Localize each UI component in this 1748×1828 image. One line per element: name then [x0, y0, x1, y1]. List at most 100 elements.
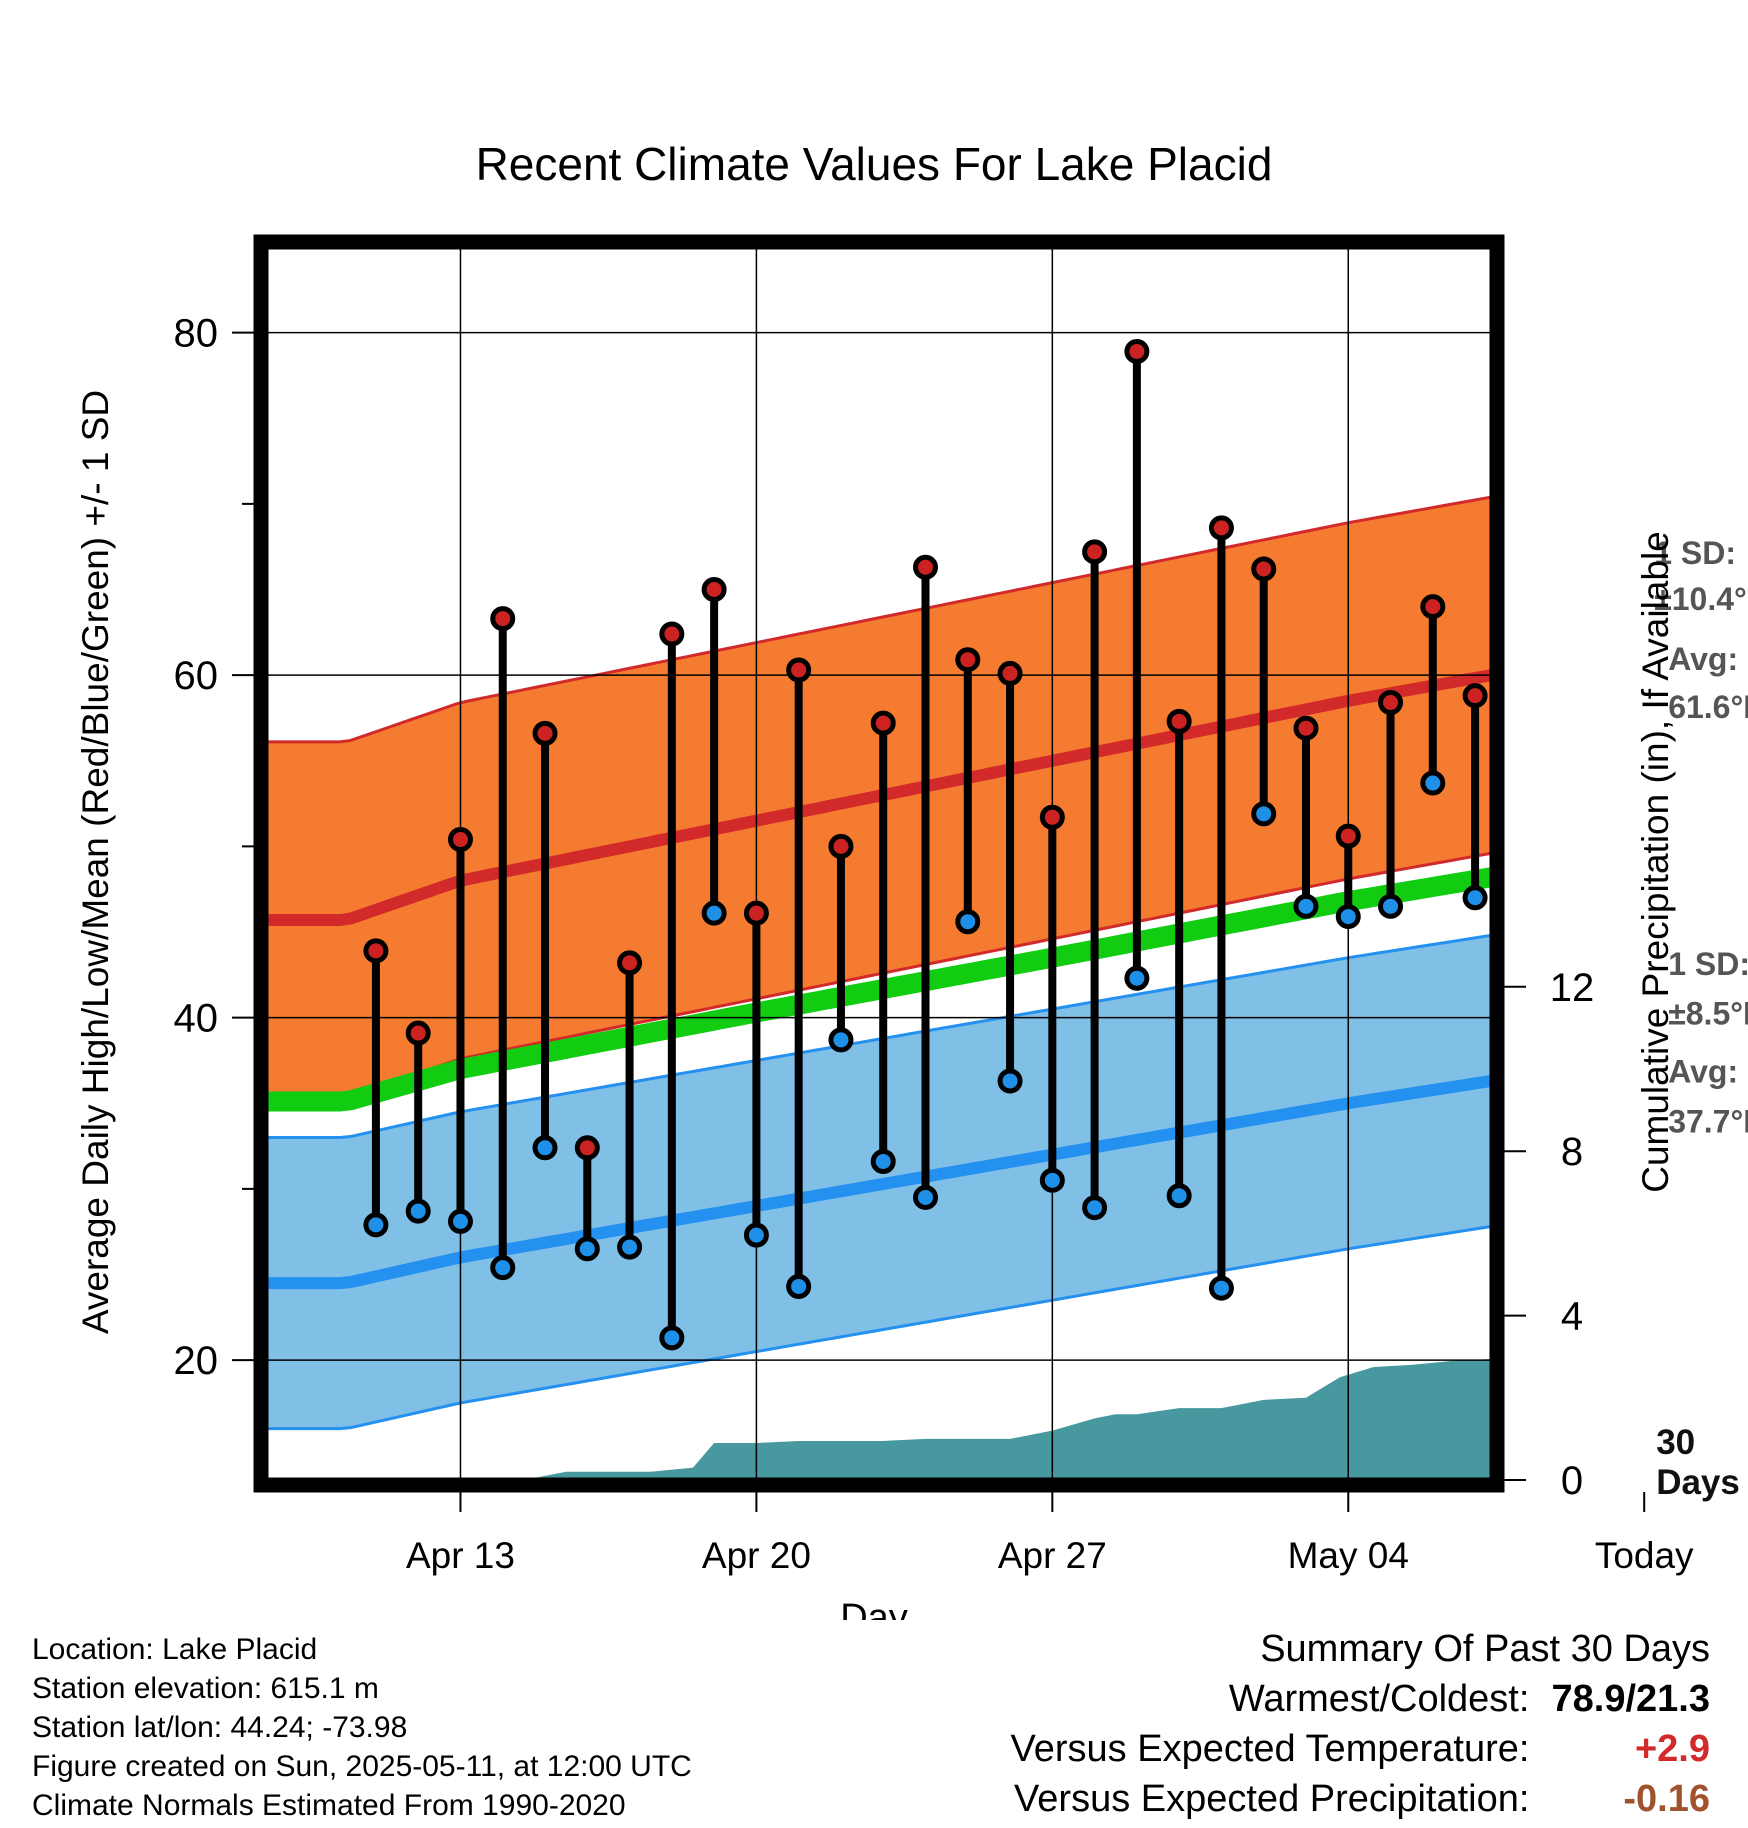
- daily-high-marker: [1462, 683, 1488, 709]
- daily-high-marker: [1378, 690, 1404, 716]
- y-tick-label: 20: [174, 1339, 219, 1383]
- daily-low-marker: [1507, 1032, 1527, 1052]
- location-text: Location: Lake Placid: [32, 1633, 318, 1666]
- daily-high-marker: [405, 1020, 431, 1046]
- daily-high-marker: [1039, 804, 1065, 830]
- daily-low-marker: [1462, 885, 1488, 911]
- daily-low-marker: [1335, 904, 1361, 930]
- daily-high-marker: [1082, 539, 1108, 565]
- daily-high-marker: [490, 606, 516, 632]
- daily-high-marker: [659, 621, 685, 647]
- y2-tick-label: 4: [1561, 1295, 1583, 1339]
- normal-mean-line: [266, 867, 1492, 1112]
- normals-text: Climate Normals Estimated From 1990-2020: [32, 1789, 626, 1822]
- daily-high-marker: [997, 660, 1023, 686]
- daily-high-marker: [1251, 556, 1277, 582]
- created-text: Figure created on Sun, 2025-05-11, at 12…: [32, 1750, 692, 1783]
- y2-axis-label: Cumulative Precipitation (in), If Availa…: [1635, 531, 1676, 1193]
- daily-low-marker: [363, 1212, 389, 1238]
- daily-low-marker: [1550, 1054, 1570, 1074]
- daily-low-marker: [1208, 1275, 1234, 1301]
- x-tick-label: Today: [1595, 1535, 1694, 1576]
- daily-high-marker: [913, 554, 939, 580]
- daily-low-marker: [574, 1236, 600, 1262]
- latlon-text: Station lat/lon: 44.24; -73.98: [32, 1711, 408, 1744]
- daily-low-marker: [1124, 965, 1150, 991]
- x-tick-label: Apr 20: [702, 1535, 811, 1576]
- normal-high-line: [266, 669, 1492, 927]
- normal-low-line: [266, 1074, 1492, 1290]
- daily-high-marker: [743, 900, 769, 926]
- daily-high-marker: [1420, 594, 1446, 620]
- daily-low-marker: [743, 1222, 769, 1248]
- daily-low-marker: [1082, 1195, 1108, 1221]
- precip-value: -0.16: [1623, 1778, 1710, 1820]
- y-axis-label: Average Daily High/Low/Mean (Red/Blue/Gr…: [75, 390, 116, 1334]
- temp-label: Versus Expected Temperature:: [1010, 1728, 1530, 1770]
- summary-warm-cold-row: Warmest/Coldest: 78.9/21.3: [1011, 1674, 1710, 1724]
- high-sd-band-lower-edge: [266, 851, 1492, 1100]
- daily-low-marker: [490, 1255, 516, 1281]
- daily-low-marker: [1251, 801, 1277, 827]
- daily-low-marker: [870, 1148, 896, 1174]
- daily-high-marker: [786, 657, 812, 683]
- y-tick-label: 40: [174, 997, 219, 1041]
- window-label-number: 30: [1656, 1423, 1695, 1462]
- low-sd-band-upper-edge: [266, 933, 1492, 1139]
- daily-high-marker: [870, 710, 896, 736]
- x-axis-label: Day: [840, 1597, 908, 1620]
- daily-low-marker: [1420, 770, 1446, 796]
- high-sd-value: ±10.4°F: [1654, 581, 1748, 617]
- y2-tick-label: 0: [1561, 1459, 1583, 1503]
- temp-value: +2.9: [1634, 1728, 1710, 1770]
- daily-high-marker: [1208, 515, 1234, 541]
- daily-high-marker: [1293, 715, 1319, 741]
- daily-low-marker: [617, 1234, 643, 1260]
- summary-heading: Summary Of Past 30 Days: [1260, 1628, 1710, 1670]
- daily-high-marker: [363, 938, 389, 964]
- precip-label: Versus Expected Precipitation:: [1014, 1778, 1530, 1820]
- daily-low-marker: [1039, 1167, 1065, 1193]
- plot-frame: [253, 234, 1505, 1493]
- high-sd-band-upper-edge: [266, 495, 1492, 744]
- summary-temp-row: Versus Expected Temperature: +2.9: [1011, 1724, 1710, 1774]
- daily-high-marker: [1335, 823, 1361, 849]
- low-sd-label: 1 SD:: [1668, 946, 1748, 982]
- warm-cold-label: Warmest/Coldest:: [1228, 1678, 1530, 1720]
- plot-area: [266, 247, 1612, 1480]
- summary-panel: Summary Of Past 30 Days Warmest/Coldest:…: [1011, 1624, 1710, 1824]
- daily-high-marker: [1592, 660, 1612, 680]
- climate-chart: Recent Climate Values For Lake Placid 1 …: [75, 138, 1748, 1620]
- daily-low-marker: [1378, 893, 1404, 919]
- high-sd-label: 1 SD:: [1654, 535, 1736, 571]
- daily-low-marker: [1166, 1183, 1192, 1209]
- low-avg-label: Avg:: [1668, 1054, 1738, 1090]
- high-avg-value: 61.6°F: [1668, 689, 1748, 725]
- daily-high-marker: [1507, 854, 1527, 874]
- daily-low-marker: [659, 1325, 685, 1351]
- daily-high-marker: [447, 827, 473, 853]
- daily-high-marker: [955, 647, 981, 673]
- y2-tick-label: 12: [1550, 966, 1595, 1010]
- daily-low-marker: [701, 900, 727, 926]
- chart-title: Recent Climate Values For Lake Placid: [476, 138, 1273, 190]
- daily-low-marker: [786, 1273, 812, 1299]
- daily-low-marker: [532, 1135, 558, 1161]
- daily-high-marker: [532, 720, 558, 746]
- x-tick-label: Apr 27: [998, 1535, 1107, 1576]
- daily-low-marker: [405, 1198, 431, 1224]
- daily-low-marker: [447, 1208, 473, 1234]
- daily-high-marker: [617, 950, 643, 976]
- daily-high-marker: [701, 577, 727, 602]
- x-tick-label: May 04: [1288, 1535, 1409, 1576]
- low-avg-value: 37.7°F: [1668, 1103, 1748, 1139]
- daily-low-marker: [828, 1027, 854, 1053]
- daily-high-marker: [1550, 939, 1570, 959]
- summary-precip-row: Versus Expected Precipitation: -0.16: [1011, 1774, 1710, 1824]
- daily-low-marker: [913, 1184, 939, 1210]
- warm-cold-value: 78.9/21.3: [1551, 1678, 1710, 1720]
- daily-high-marker: [828, 833, 854, 859]
- daily-low-marker: [1293, 893, 1319, 919]
- precip-area: [266, 1358, 1492, 1480]
- station-info: Location: Lake Placid Station elevation:…: [32, 1630, 692, 1825]
